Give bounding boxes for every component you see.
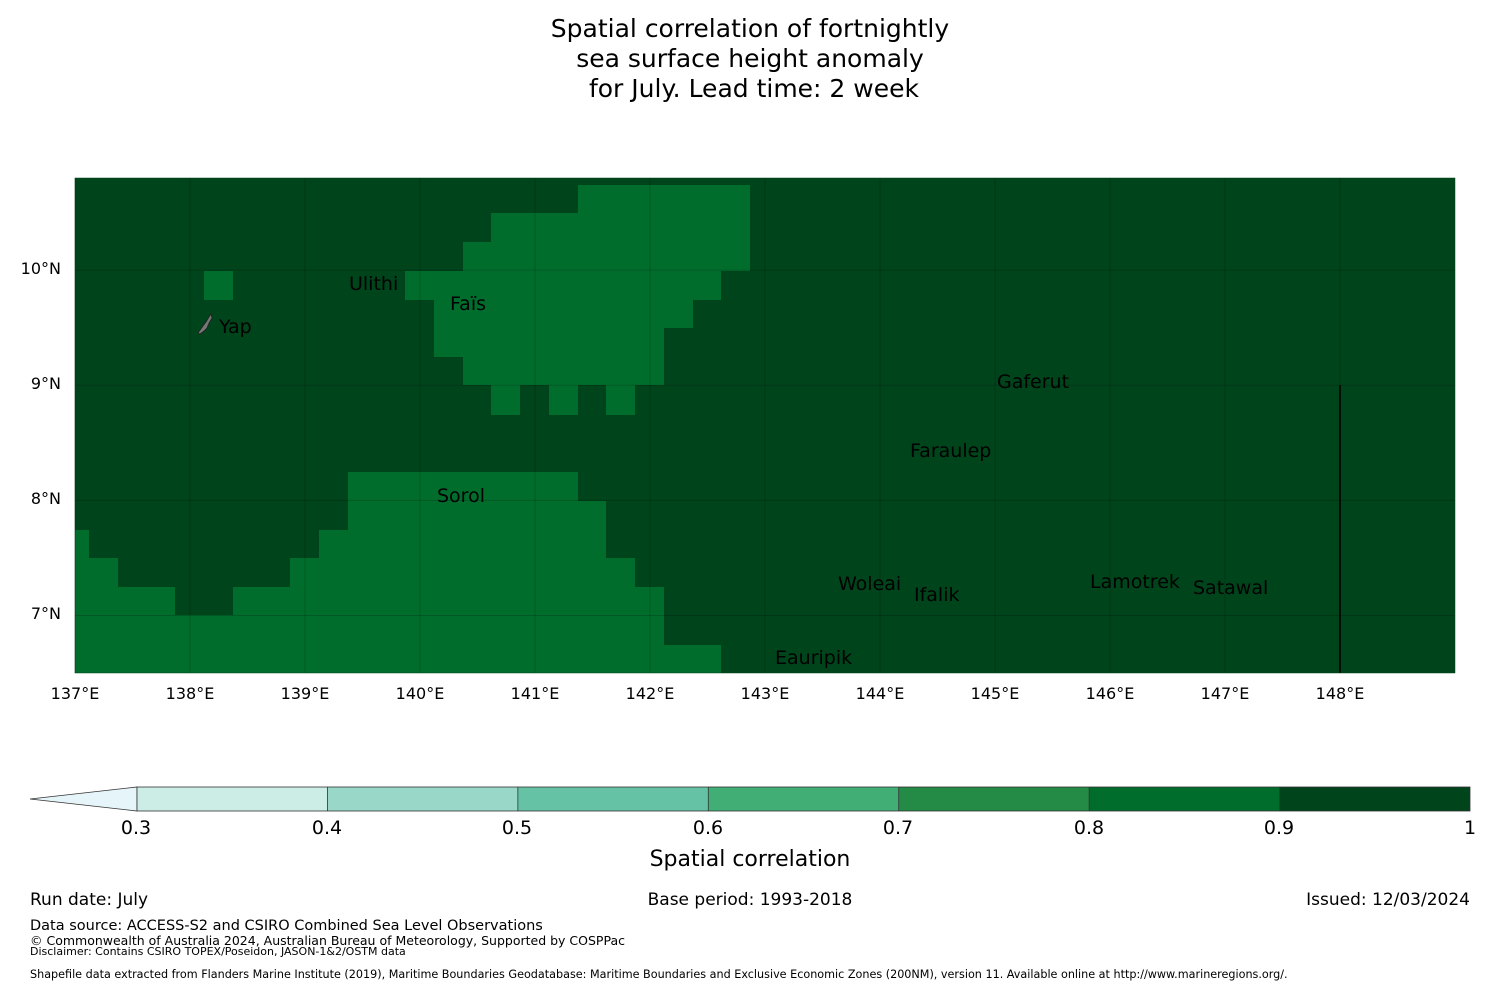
- colorbar-tick-label: 0.9: [1263, 817, 1295, 839]
- place-label-eauripik: Eauripik: [775, 647, 853, 669]
- colorbar: [29, 786, 1471, 812]
- colorbar-tick-label: 0.7: [882, 817, 914, 839]
- island-markers: [197, 313, 213, 335]
- correlation-field: [75, 178, 1455, 673]
- colorbar-tick-label: 0.5: [501, 817, 533, 839]
- place-label-sorol: Sorol: [437, 485, 485, 507]
- place-label-ifalik: Ifalik: [914, 584, 960, 606]
- lat-label-9n: 9°N: [30, 374, 61, 393]
- yap-island-shape: [197, 313, 213, 335]
- title-line-1: Spatial correlation of fortnightly: [550, 14, 950, 43]
- colorbar-segment: [708, 787, 899, 811]
- colorbar-segment: [1089, 787, 1280, 811]
- lon-label-139e: 139°E: [280, 684, 330, 703]
- colorbar-segment: [1279, 787, 1470, 811]
- place-label-yap: Yap: [219, 316, 252, 338]
- colorbar-segment: [327, 787, 518, 811]
- colorbar-tick-label: 0.6: [692, 817, 724, 839]
- lon-label-138e: 138°E: [165, 684, 215, 703]
- lat-label-7n: 7°N: [30, 604, 61, 623]
- colorbar-tick-label: 1: [1463, 817, 1477, 839]
- high-correlation-region-south: [75, 472, 721, 673]
- lon-label-146e: 146°E: [1085, 684, 1135, 703]
- colorbar-tick-label: 0.3: [120, 817, 152, 839]
- colorbar-tick-label: 0.8: [1073, 817, 1105, 839]
- shapefile-note: Shapefile data extracted from Flanders M…: [30, 968, 1288, 981]
- title-line-3: for July. Lead time: 2 week: [581, 74, 919, 103]
- lon-label-147e: 147°E: [1200, 684, 1250, 703]
- place-label-ulithi: Ulithi: [349, 273, 399, 295]
- map-title: Spatial correlation of fortnightly sea s…: [0, 14, 1500, 104]
- issued-date: Issued: 12/03/2024: [1306, 890, 1470, 910]
- map-frame: [74, 177, 1456, 674]
- data-source-note: Data source: ACCESS-S2 and CSIRO Combine…: [30, 918, 543, 934]
- place-label-faraulep: Faraulep: [910, 440, 992, 462]
- lon-label-148e: 148°E: [1315, 684, 1365, 703]
- place-label-gaferut: Gaferut: [997, 371, 1070, 393]
- lon-label-144e: 144°E: [855, 684, 905, 703]
- high-correlation-region-north: [405, 185, 750, 415]
- lon-label-142e: 142°E: [625, 684, 675, 703]
- place-label-satawal: Satawal: [1193, 577, 1269, 599]
- place-label-fais: Faïs: [450, 293, 487, 315]
- colorbar-segment: [137, 787, 328, 811]
- run-date: Run date: July: [30, 890, 149, 910]
- colorbar-extend-arrow: [29, 786, 138, 812]
- high-correlation-cell: [204, 271, 233, 300]
- lon-label-143e: 143°E: [740, 684, 790, 703]
- lon-label-145e: 145°E: [970, 684, 1020, 703]
- lon-label-140e: 140°E: [395, 684, 445, 703]
- base-period: Base period: 1993-2018: [647, 890, 853, 910]
- lat-label-8n: 8°N: [30, 489, 61, 508]
- lat-label-10n: 10°N: [20, 259, 61, 278]
- place-label-woleai: Woleai: [838, 573, 902, 595]
- disclaimer-note: Disclaimer: Contains CSIRO TOPEX/Poseido…: [30, 945, 406, 958]
- place-label-lamotrek: Lamotrek: [1090, 571, 1180, 593]
- colorbar-label: Spatial correlation: [649, 847, 851, 872]
- colorbar-segment: [898, 787, 1090, 811]
- copyright-note: © Commonwealth of Australia 2024, Austra…: [30, 933, 625, 948]
- colorbar-segment: [517, 787, 709, 811]
- lon-label-141e: 141°E: [510, 684, 560, 703]
- colorbar-outline: [136, 786, 1471, 812]
- lon-label-137e: 137°E: [50, 684, 100, 703]
- colorbar-tick-label: 0.4: [311, 817, 343, 839]
- title-line-2: sea surface height anomaly: [576, 44, 924, 73]
